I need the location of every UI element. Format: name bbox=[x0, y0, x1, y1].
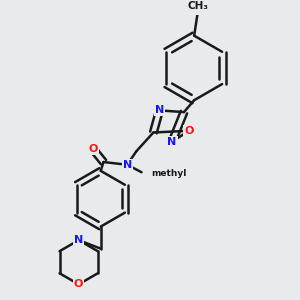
Text: O: O bbox=[184, 126, 194, 136]
Text: N: N bbox=[123, 160, 132, 170]
Text: N: N bbox=[74, 235, 83, 245]
Text: O: O bbox=[74, 279, 83, 289]
Text: CH₃: CH₃ bbox=[187, 1, 208, 11]
Text: O: O bbox=[88, 145, 98, 154]
Text: N: N bbox=[167, 137, 177, 147]
Text: methyl: methyl bbox=[151, 169, 186, 178]
Text: N: N bbox=[155, 105, 164, 116]
